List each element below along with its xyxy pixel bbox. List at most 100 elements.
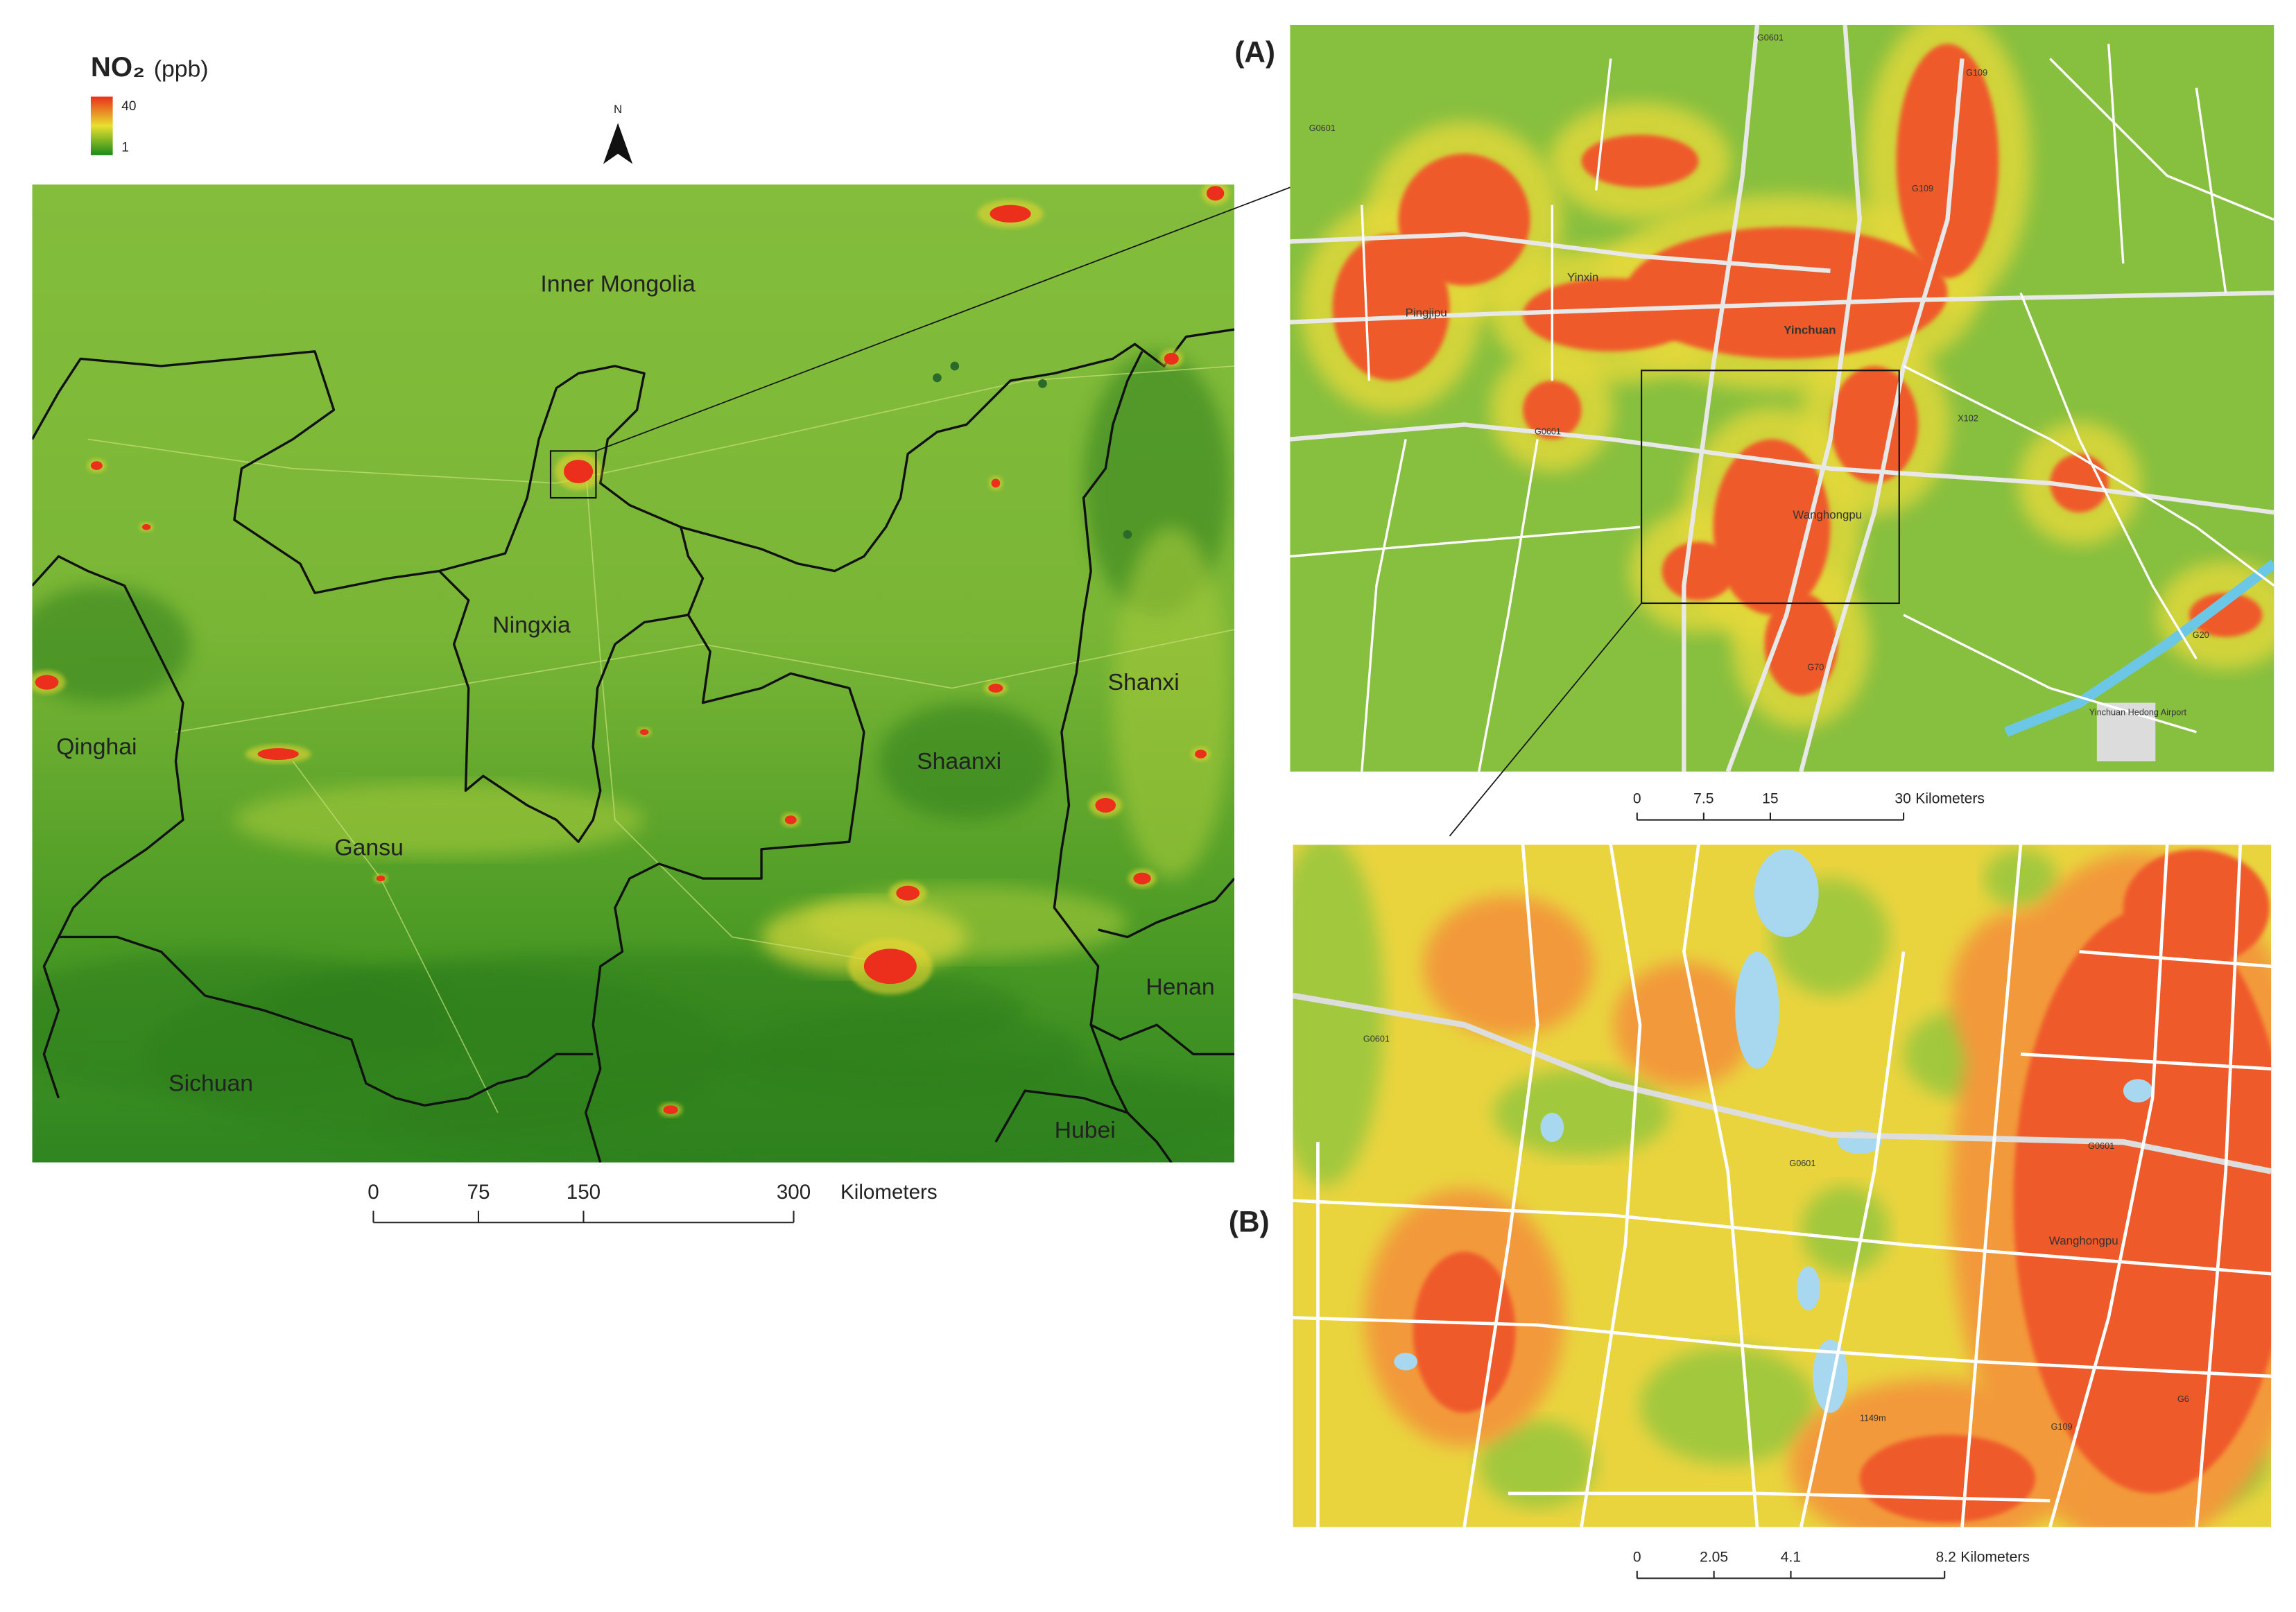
province-border: [1053, 351, 1173, 1163]
road: [1682, 844, 1759, 1527]
region-label: Henan: [1146, 973, 1215, 1000]
road: [2107, 44, 2125, 264]
road-label: G0601: [2088, 1141, 2114, 1151]
lake: [950, 361, 960, 371]
road: [1725, 24, 1862, 772]
road: [1290, 526, 1641, 558]
hotspot: [990, 205, 1031, 223]
legend-max: 40: [121, 99, 136, 114]
low-zone: [1801, 1186, 1889, 1274]
water: [1540, 1112, 1564, 1143]
road-label: G109: [1912, 184, 1933, 193]
inset-b-labels: Wanghongpu 1149m G0601 G0601 G0601 G109 …: [1363, 1034, 2189, 1432]
pollution-core: [1523, 278, 1699, 352]
province-border: [1098, 877, 1235, 939]
place-label: Yinchuan: [1784, 324, 1836, 337]
place-label: Wanghongpu: [2049, 1234, 2118, 1247]
color-ramp: [90, 96, 113, 155]
high-zone: [1859, 1435, 2036, 1523]
region-labels: Inner Mongolia Ningxia Shanxi Qinghai Sh…: [56, 271, 1215, 1144]
hotspot: [35, 675, 59, 690]
road: [2195, 87, 2227, 293]
road: [87, 365, 1235, 484]
place-label: Wanghongpu: [1793, 508, 1862, 521]
place-label: Yinchuan Hedong Airport: [2089, 708, 2187, 718]
scale-label: 300: [777, 1181, 811, 1204]
hotspot: [90, 461, 103, 470]
hotspot: [1133, 872, 1151, 885]
road: [292, 761, 499, 1113]
terrain: [732, 1010, 1084, 1098]
road: [1594, 58, 1612, 191]
region-label: Qinghai: [56, 734, 137, 760]
terrain: [32, 951, 454, 1098]
water: [1394, 1353, 1418, 1371]
road: [1361, 439, 1407, 772]
region-label: Sichuan: [169, 1071, 253, 1097]
road-label: G0601: [1789, 1159, 1815, 1168]
region-label: Hubei: [1055, 1117, 1116, 1143]
province-border: [32, 328, 1235, 594]
panel-label: (B): [1229, 1206, 1270, 1238]
road: [1361, 205, 1371, 381]
pollution-core: [1830, 365, 1919, 483]
place-label: Yinxin: [1567, 271, 1598, 284]
hotspot: [563, 460, 594, 483]
water: [1754, 849, 1819, 937]
terrain: [1112, 527, 1230, 879]
road: [2048, 844, 2169, 1527]
scale-label: 7.5: [1693, 791, 1714, 807]
road-label: X102: [1958, 413, 1978, 423]
hotspot: [141, 524, 151, 530]
low-zone: [1493, 1068, 1670, 1157]
road: [585, 468, 908, 967]
water: [1813, 1340, 1848, 1413]
legend-min: 1: [121, 140, 129, 155]
hotspot: [1095, 797, 1116, 813]
panel-label: (A): [1234, 35, 1275, 68]
road-label: G109: [2051, 1422, 2073, 1432]
road-label: G0601: [1309, 123, 1336, 133]
road-label: G0601: [1363, 1034, 1390, 1044]
hotspot: [1195, 749, 1207, 759]
hotspot: [1164, 352, 1179, 365]
low-zone: [1293, 844, 1384, 1186]
road: [1799, 951, 1906, 1527]
road-label: G20: [2193, 630, 2209, 640]
province-border: [58, 935, 594, 1107]
scale-label: 2.05: [1700, 1549, 1728, 1565]
place-label: 1149m: [1860, 1414, 1886, 1423]
road-label: G0601: [1535, 426, 1561, 436]
airport: [2096, 702, 2156, 762]
province-border: [32, 555, 184, 1099]
road-label: G6: [2177, 1394, 2189, 1404]
water: [1735, 951, 1779, 1069]
lake: [1038, 379, 1047, 388]
hotspot: [784, 815, 797, 824]
hotspot: [257, 748, 299, 760]
main-map: [32, 184, 1235, 1163]
road: [1293, 1316, 2272, 1378]
scale-label: 0: [1633, 1549, 1641, 1565]
province-border: [994, 1089, 1128, 1143]
water: [1796, 1266, 1820, 1310]
lake: [933, 373, 942, 383]
road: [1903, 365, 2275, 587]
region-label: Inner Mongolia: [540, 271, 696, 297]
pollution-core: [1523, 381, 1582, 440]
road: [1293, 992, 2272, 1175]
legend-unit: (ppb): [154, 55, 209, 82]
road: [1580, 844, 1642, 1527]
scale-label: 30: [1894, 791, 1910, 807]
region-label: Shaanxi: [917, 748, 1001, 774]
road: [1290, 291, 2275, 324]
hotspot: [896, 885, 920, 901]
road: [1462, 844, 1539, 1527]
pollution-core: [2189, 593, 2263, 637]
low-zone: [1478, 1420, 1596, 1509]
river: [2004, 560, 2275, 737]
road: [175, 629, 1235, 733]
pollution-core: [1896, 44, 1999, 279]
road-label: G109: [1966, 68, 1987, 78]
